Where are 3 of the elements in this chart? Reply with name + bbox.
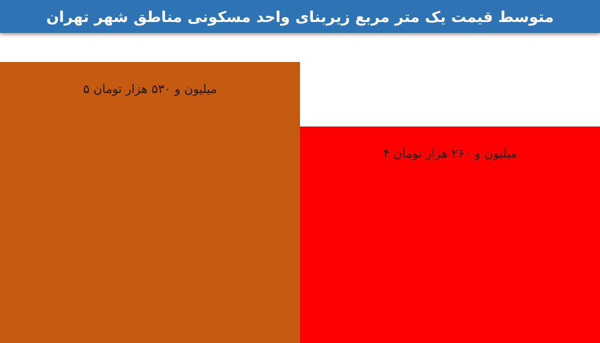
chart-title: متوسط قیمت یک متر مربع زیربنای واحد مسکونی مناطق شهر تهران [0,0,600,33]
data-label: میلیون و ۵۳۰ هزار تومان ۵ [83,82,217,96]
data-label: میلیون و ۲۶۰ هزار تومان ۴ [383,146,517,161]
